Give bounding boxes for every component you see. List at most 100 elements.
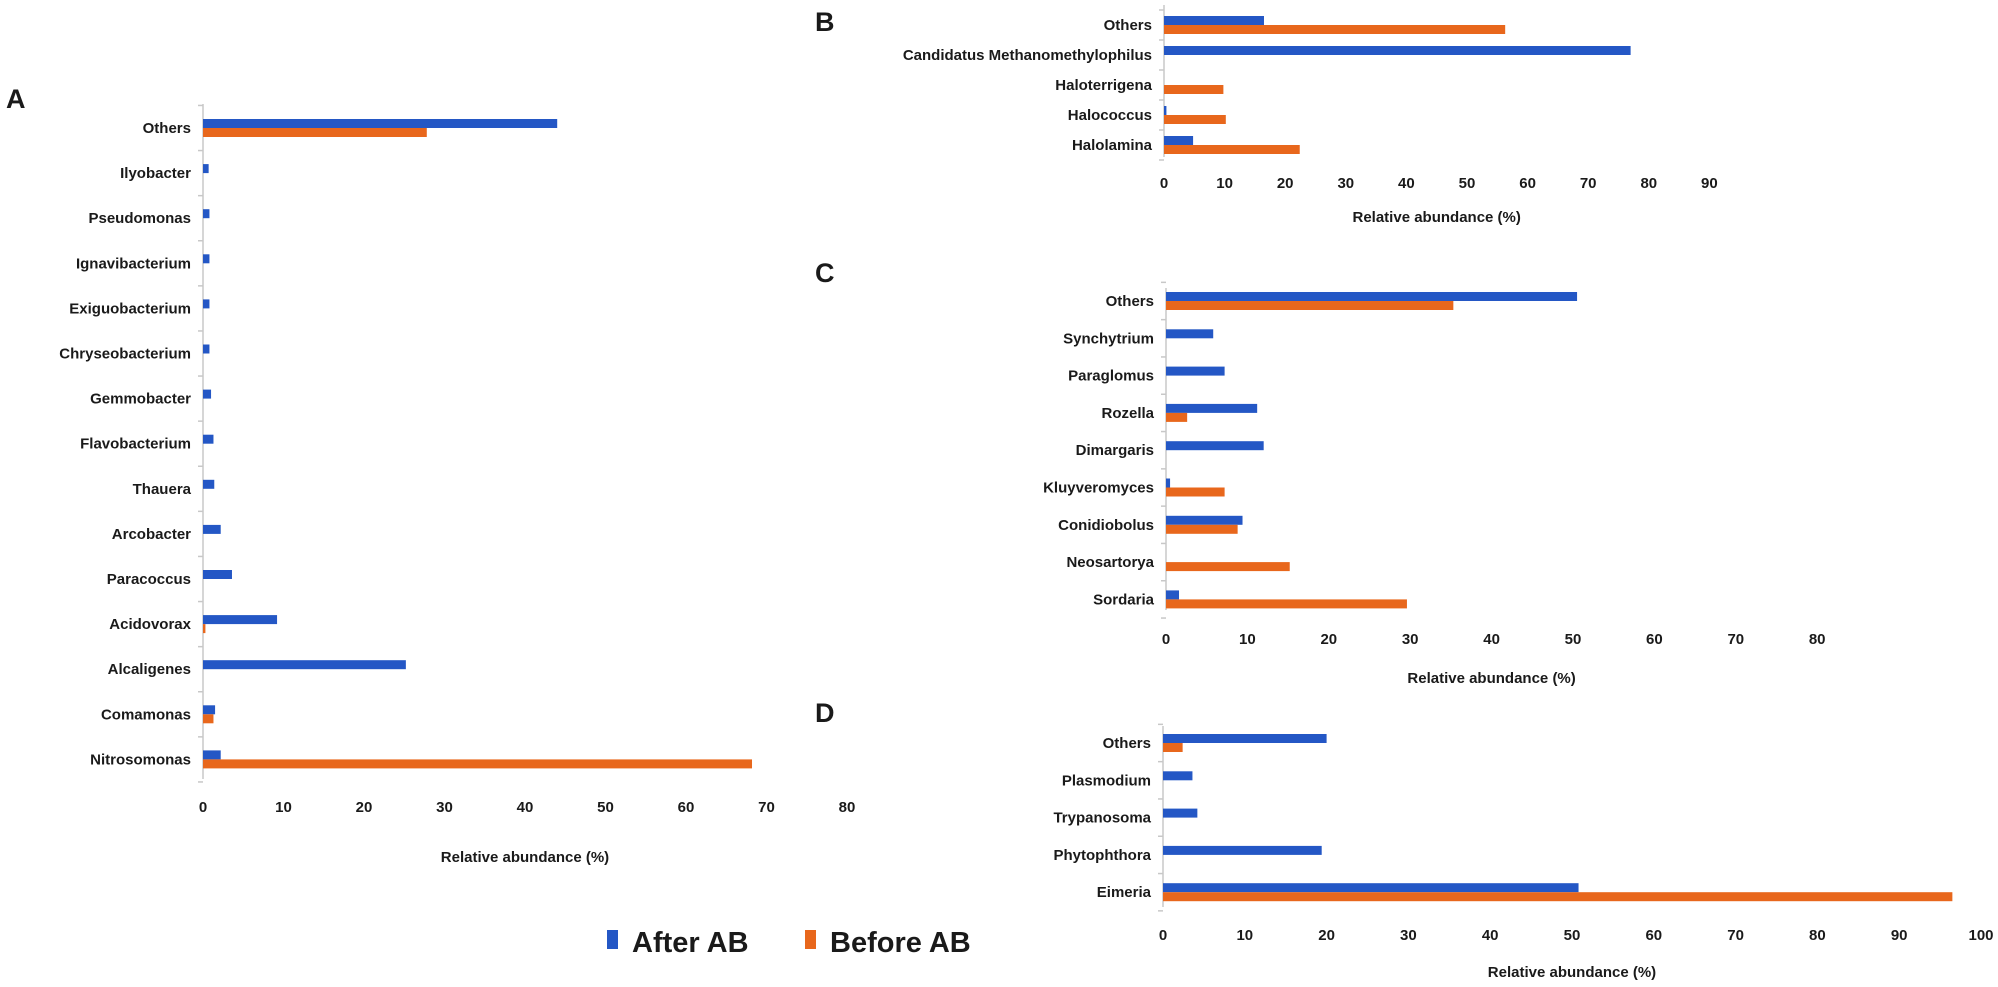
- bar-after: [1166, 441, 1264, 451]
- x-tick-label: 10: [275, 799, 292, 816]
- legend: After AB Before AB: [607, 927, 971, 959]
- category-label: Ignavibacterium: [76, 255, 191, 272]
- bar-after: [1163, 771, 1193, 781]
- category-label: Candidatus Methanomethylophilus: [903, 47, 1152, 64]
- legend-label-before: Before AB: [830, 927, 971, 959]
- bar-after: [1166, 590, 1180, 600]
- category-label: Arcobacter: [112, 526, 191, 543]
- category-label: Others: [1103, 735, 1151, 752]
- x-tick-label: 80: [1640, 175, 1657, 192]
- bar-after: [203, 660, 406, 670]
- x-tick-label: 40: [1483, 631, 1500, 648]
- category-label: Exiguobacterium: [69, 300, 191, 317]
- bar-after: [203, 164, 209, 174]
- category-label: Haloterrigena: [1055, 77, 1152, 94]
- x-axis-title: Relative abundance (%): [1488, 964, 1656, 981]
- category-label: Conidiobolus: [1058, 517, 1154, 534]
- x-tick-label: 10: [1236, 927, 1253, 944]
- bar-after: [203, 299, 210, 309]
- x-tick-label: 30: [1337, 175, 1354, 192]
- x-axis-title: Relative abundance (%): [1353, 209, 1521, 226]
- panel-label-a: A: [6, 84, 26, 114]
- bar-after: [203, 434, 214, 444]
- category-label: Pseudomonas: [88, 210, 191, 227]
- category-label: Comamonas: [101, 706, 191, 723]
- category-label: Halococcus: [1068, 107, 1152, 124]
- bar-after: [203, 750, 221, 760]
- x-tick-label: 0: [1159, 927, 1167, 944]
- bar-before: [1164, 85, 1224, 94]
- panel-a: A Others Ilyobacter Pseudomonas Ignavibacter…: [6, 84, 855, 866]
- bar-after: [1166, 329, 1214, 339]
- category-label: Others: [1106, 293, 1154, 310]
- category-label: Rozella: [1101, 405, 1154, 422]
- bar-after: [1164, 136, 1194, 145]
- category-label: Synchytrium: [1063, 330, 1154, 347]
- x-tick-label: 80: [1809, 927, 1826, 944]
- x-tick-label: 0: [199, 799, 207, 816]
- bar-before: [203, 128, 427, 137]
- category-label: Thauera: [133, 481, 192, 498]
- bar-after: [203, 344, 210, 354]
- x-tick-label: 20: [356, 799, 373, 816]
- x-tick-label: 20: [1277, 175, 1294, 192]
- bar-after: [1164, 46, 1631, 55]
- bar-after: [203, 705, 216, 715]
- bar-after: [1166, 478, 1171, 488]
- bar-after: [203, 209, 210, 219]
- legend-label-after: After AB: [632, 927, 749, 959]
- legend-swatch-after: [607, 930, 618, 949]
- category-label: Gemmobacter: [90, 391, 191, 408]
- x-tick-label: 100: [1968, 927, 1993, 944]
- x-tick-label: 50: [1565, 631, 1582, 648]
- category-label: Plasmodium: [1062, 772, 1151, 789]
- panel-d: D Others Plasmodium Trypanosoma Phytophthora…: [815, 698, 1994, 981]
- bar-after: [203, 479, 215, 489]
- panel-label-d: D: [815, 698, 835, 728]
- category-label: Others: [143, 120, 191, 137]
- panel-label-b: B: [815, 7, 835, 37]
- x-tick-label: 40: [1482, 927, 1499, 944]
- category-label: Paraglomus: [1068, 368, 1154, 385]
- bar-after: [1163, 734, 1327, 743]
- x-tick-label: 30: [1402, 631, 1419, 648]
- bar-after: [203, 570, 232, 579]
- bar-before: [1166, 301, 1454, 310]
- x-axis-title: Relative abundance (%): [1407, 670, 1575, 687]
- category-label: Paracoccus: [107, 571, 191, 588]
- bar-after: [1163, 808, 1198, 818]
- x-tick-label: 60: [1519, 175, 1536, 192]
- bar-before: [1164, 25, 1506, 34]
- category-label: Nitrosomonas: [90, 751, 191, 768]
- x-tick-label: 80: [1809, 631, 1826, 648]
- category-label: Sordaria: [1093, 591, 1155, 608]
- x-tick-label: 90: [1701, 175, 1718, 192]
- x-tick-label: 60: [1646, 631, 1663, 648]
- category-label: Chryseobacterium: [59, 346, 191, 363]
- x-tick-label: 0: [1162, 631, 1170, 648]
- bar-after: [203, 524, 221, 534]
- category-label: Others: [1104, 17, 1152, 34]
- bar-before: [1163, 892, 1953, 902]
- bar-before: [1164, 145, 1300, 154]
- x-tick-label: 70: [1580, 175, 1597, 192]
- x-tick-label: 40: [1398, 175, 1415, 192]
- bar-after: [1163, 845, 1322, 855]
- x-tick-label: 30: [436, 799, 453, 816]
- x-tick-label: 90: [1891, 927, 1908, 944]
- bar-after: [1166, 292, 1578, 301]
- x-tick-label: 80: [839, 799, 856, 816]
- bar-before: [1166, 412, 1188, 422]
- x-tick-label: 70: [1727, 631, 1744, 648]
- bar-after: [1166, 515, 1243, 525]
- x-tick-label: 50: [1459, 175, 1476, 192]
- legend-swatch-before: [805, 930, 816, 949]
- bar-before: [1166, 524, 1238, 534]
- bar-before: [203, 714, 214, 724]
- category-label: Neosartorya: [1066, 554, 1154, 571]
- x-tick-label: 50: [597, 799, 614, 816]
- category-label: Kluyveromyces: [1043, 480, 1154, 497]
- bar-before: [1166, 599, 1407, 609]
- x-tick-label: 70: [758, 799, 775, 816]
